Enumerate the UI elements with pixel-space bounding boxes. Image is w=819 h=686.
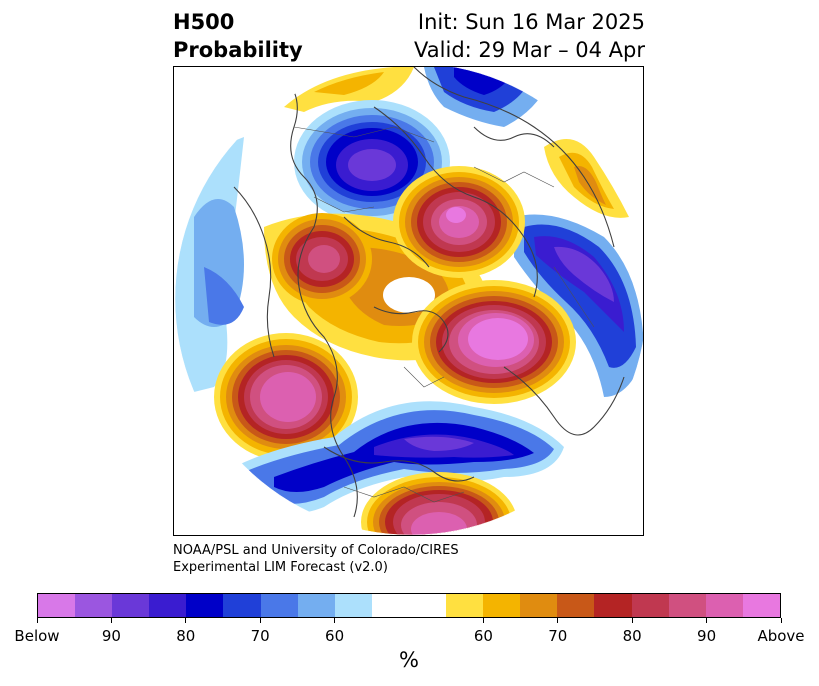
colorbar-tick-label: Below bbox=[14, 627, 59, 645]
colorbar-segment bbox=[335, 594, 372, 617]
credit-line-2: Experimental LIM Forecast (v2.0) bbox=[173, 559, 459, 576]
colorbar-tick-label: 90 bbox=[697, 627, 716, 645]
colorbar-tick-label: 60 bbox=[325, 627, 344, 645]
colorbar-segment bbox=[38, 594, 75, 617]
colorbar-segment bbox=[669, 594, 706, 617]
colorbar-segment bbox=[261, 594, 298, 617]
colorbar-segment bbox=[706, 594, 743, 617]
colorbar-tick-mark bbox=[557, 618, 558, 623]
colorbar-tick-label: 70 bbox=[251, 627, 270, 645]
colorbar-tick-mark bbox=[706, 618, 707, 623]
colorbar-segment bbox=[594, 594, 631, 617]
credit-text: NOAA/PSL and University of Colorado/CIRE… bbox=[173, 542, 459, 576]
colorbar bbox=[37, 593, 781, 618]
colorbar-tick-mark bbox=[111, 618, 112, 623]
colorbar-segment bbox=[75, 594, 112, 617]
probability-map bbox=[173, 66, 644, 536]
credit-line-1: NOAA/PSL and University of Colorado/CIRE… bbox=[173, 542, 459, 559]
title-kind: Probability bbox=[173, 36, 303, 64]
colorbar-segment bbox=[632, 594, 669, 617]
colorbar-tick-label: 60 bbox=[474, 627, 493, 645]
colorbar-segment bbox=[223, 594, 260, 617]
colorbar-tick-mark bbox=[185, 618, 186, 623]
colorbar-segment bbox=[186, 594, 223, 617]
colorbar-segment bbox=[743, 594, 780, 617]
colorbar-tick-label: 80 bbox=[623, 627, 642, 645]
colorbar-tick-label: 90 bbox=[102, 627, 121, 645]
colorbar-segment bbox=[149, 594, 186, 617]
colorbar-tick-mark bbox=[334, 618, 335, 623]
colorbar-segment bbox=[372, 594, 409, 617]
colorbar-segment bbox=[112, 594, 149, 617]
colorbar-segment bbox=[446, 594, 483, 617]
polar-map-svg bbox=[174, 67, 644, 536]
colorbar-tick-label: 80 bbox=[176, 627, 195, 645]
colorbar-segment bbox=[298, 594, 335, 617]
colorbar-tick-mark bbox=[483, 618, 484, 623]
colorbar-tick-label: Above bbox=[757, 627, 804, 645]
colorbar-segment bbox=[520, 594, 557, 617]
colorbar-tick-mark bbox=[260, 618, 261, 623]
colorbar-segment bbox=[557, 594, 594, 617]
title-left: H500 Probability bbox=[173, 8, 303, 64]
colorbar-unit: % bbox=[399, 648, 419, 672]
colorbar-segment bbox=[409, 594, 446, 617]
title-right: Init: Sun 16 Mar 2025 Valid: 29 Mar – 04… bbox=[414, 8, 645, 64]
colorbar-tick-label: 70 bbox=[548, 627, 567, 645]
valid-range: Valid: 29 Mar – 04 Apr bbox=[414, 36, 645, 64]
title-variable: H500 bbox=[173, 8, 303, 36]
colorbar-tick-mark bbox=[37, 618, 38, 623]
colorbar-tick-mark bbox=[781, 618, 782, 623]
colorbar-tick-mark bbox=[632, 618, 633, 623]
init-date: Init: Sun 16 Mar 2025 bbox=[414, 8, 645, 36]
colorbar-segment bbox=[483, 594, 520, 617]
